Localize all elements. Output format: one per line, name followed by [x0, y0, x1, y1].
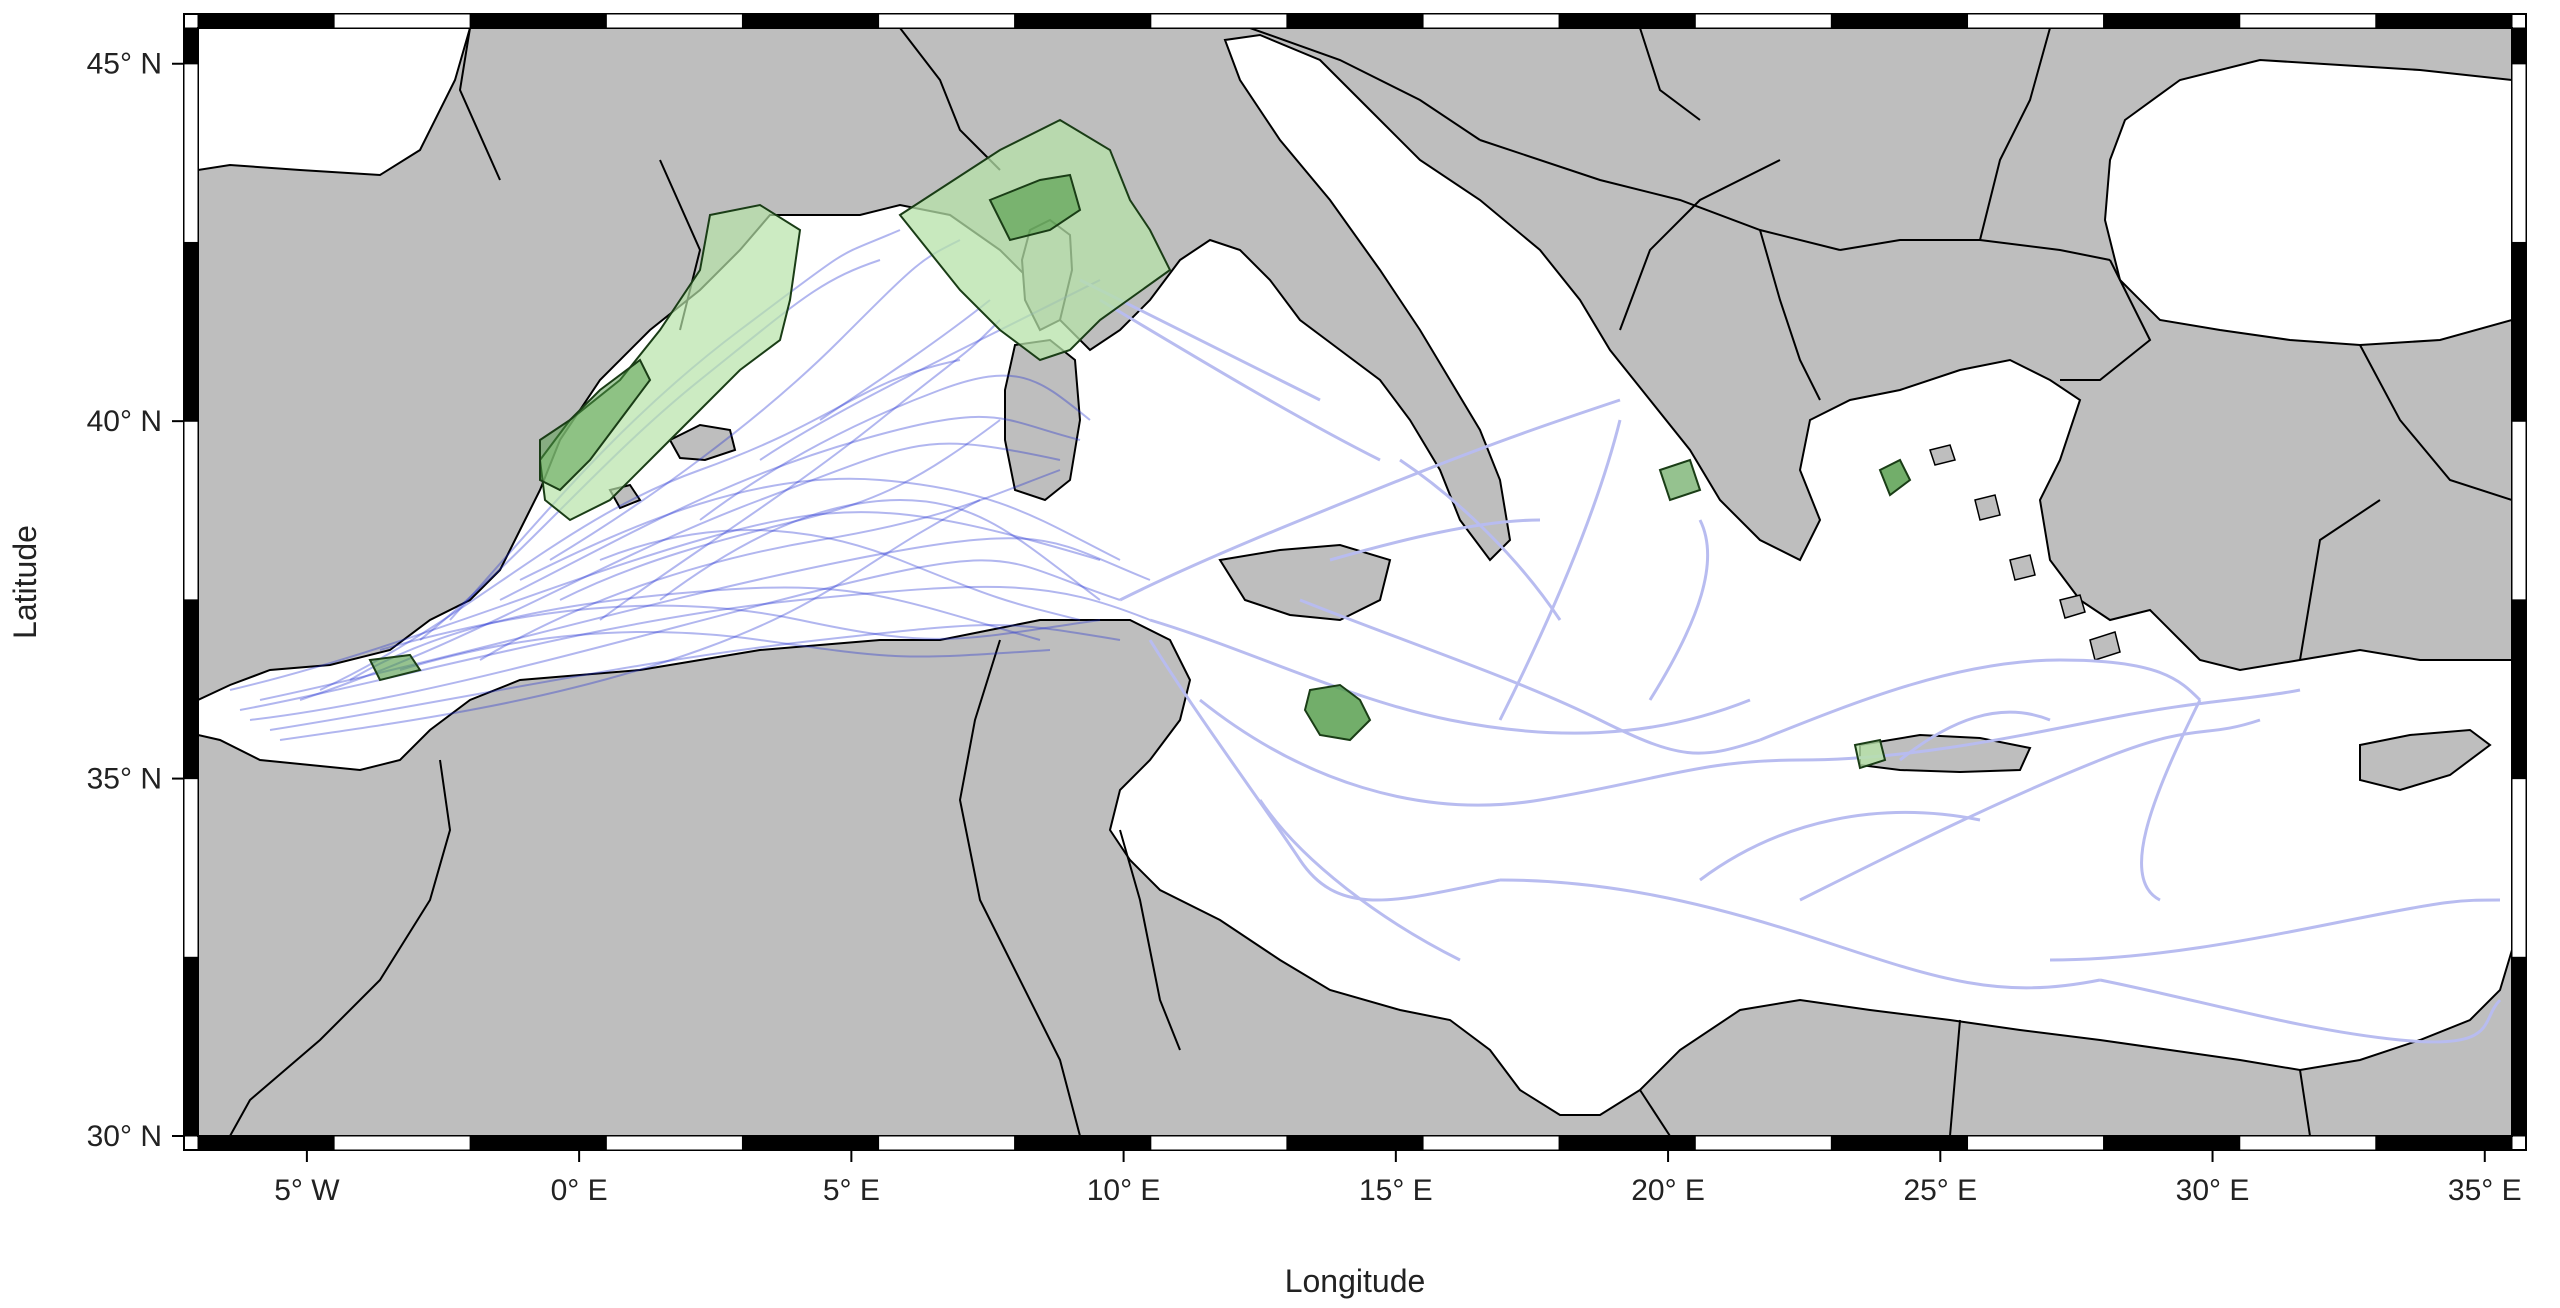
graticule-bar: [1558, 1135, 1696, 1151]
graticule-bar: [333, 1135, 471, 1151]
graticule-bar: [2511, 27, 2527, 65]
graticule-bar: [183, 27, 199, 65]
graticule-bar: [197, 1135, 335, 1151]
vessel-tracks-light: [1079, 278, 2502, 1044]
country-borders: [229, 28, 2512, 1136]
y-axis-title: Latitude: [7, 525, 43, 639]
graticule-bar: [741, 1135, 880, 1151]
y-tick-label: 45° N: [87, 48, 162, 81]
graticule-border: [183, 13, 2527, 1151]
graticule-bar: [2511, 63, 2527, 243]
graticule-bar: [1694, 1135, 1832, 1151]
graticule-bar: [2511, 241, 2527, 422]
graticule-bar: [2375, 13, 2513, 29]
graticule-bar: [183, 778, 199, 958]
y-axis-ticks: 30° N 35° N 40° N 45° N: [87, 48, 184, 1153]
graticule-bar: [2375, 1135, 2513, 1151]
graticule-bar: [2103, 13, 2241, 29]
graticule-bar: [183, 420, 199, 601]
graticule-bar: [1694, 13, 1832, 29]
protected-area-alboran: [368, 653, 422, 682]
x-tick-label: 5° W: [274, 1174, 340, 1207]
graticule-bar: [1422, 1135, 1560, 1151]
x-tick-label: 10° E: [1087, 1174, 1161, 1207]
graticule-bar: [1830, 1135, 1969, 1151]
graticule-bar: [1014, 1135, 1152, 1151]
graticule-bar: [2511, 420, 2527, 601]
cyprus-island: [2359, 728, 2492, 792]
aegean-islands: [1929, 444, 2121, 661]
graticule-bar: [1150, 13, 1288, 29]
graticule-bar: [878, 13, 1016, 29]
graticule-bar: [1286, 1135, 1424, 1151]
protected-area-catalan-coast: [539, 358, 652, 492]
graticule-bar: [2511, 778, 2527, 958]
protected-areas: [368, 118, 1912, 770]
graticule-bar: [183, 241, 199, 422]
graticule-bar: [605, 1135, 743, 1151]
sicily-island: [1218, 543, 1392, 622]
graticule-bar: [1014, 13, 1152, 29]
graticule-bar: [741, 13, 880, 29]
graticule-bar: [1830, 13, 1969, 29]
graticule-bar: [183, 63, 199, 243]
x-axis-ticks: 5° W 0° E 5° E 10° E 15° E 20° E 25° E 30° E 35°…: [274, 1150, 2522, 1207]
graticule-bar: [1286, 13, 1424, 29]
y-tick-label: 35° N: [87, 763, 162, 796]
graticule-bar: [878, 1135, 1016, 1151]
protected-area-corsica: [988, 173, 1082, 242]
graticule-bar: [1967, 1135, 2105, 1151]
graticule-bar: [197, 13, 335, 29]
y-tick-label: 40° N: [87, 405, 162, 438]
crete-island: [1859, 733, 2032, 774]
black-sea: [2103, 58, 2512, 347]
protected-area-pelagos: [898, 118, 1172, 362]
atlantic-ocean: [198, 28, 472, 177]
y-tick-label: 30° N: [87, 1120, 162, 1153]
x-tick-label: 0° E: [551, 1174, 608, 1207]
x-axis-title: Longitude: [1285, 1263, 1426, 1299]
protected-area-sicily-channel: [1303, 683, 1372, 742]
map-plot-area: [198, 28, 2512, 1136]
protected-area-crete: [1853, 738, 1887, 770]
graticule-bar: [469, 1135, 607, 1151]
graticule-bar: [1558, 13, 1696, 29]
graticule-bar: [2239, 1135, 2377, 1151]
protected-area-ionian: [1658, 458, 1702, 502]
x-tick-label: 30° E: [2176, 1174, 2250, 1207]
graticule-bar: [469, 13, 607, 29]
graticule-bar: [1422, 13, 1560, 29]
x-tick-label: 15° E: [1359, 1174, 1433, 1207]
graticule-bar: [2239, 13, 2377, 29]
x-tick-label: 20° E: [1631, 1174, 1705, 1207]
graticule-bar: [2511, 956, 2527, 1137]
graticule-bar: [183, 599, 199, 780]
graticule-bar: [333, 13, 471, 29]
protected-area-aegean: [1878, 458, 1912, 497]
x-tick-label: 25° E: [1903, 1174, 1977, 1207]
x-tick-label: 5° E: [823, 1174, 880, 1207]
graticule-bar: [605, 13, 743, 29]
graticule-bar: [2103, 1135, 2241, 1151]
graticule-bar: [1967, 13, 2105, 29]
x-tick-label: 35° E: [2448, 1174, 2522, 1207]
graticule-bar: [2511, 599, 2527, 780]
graticule-bar: [1150, 1135, 1288, 1151]
graticule-bar: [183, 956, 199, 1137]
